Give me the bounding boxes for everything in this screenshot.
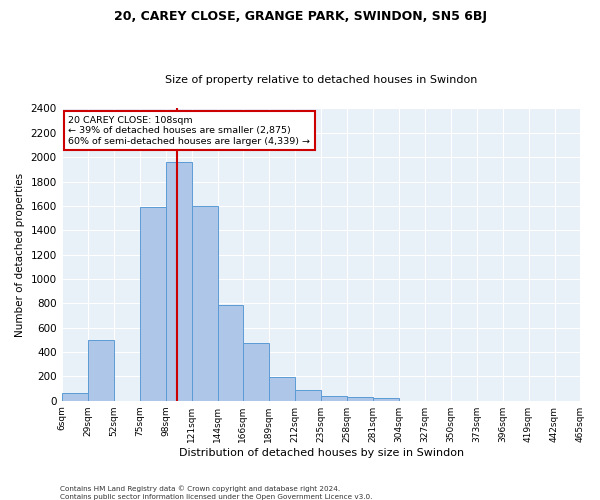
Bar: [62, 394, 88, 400]
Bar: [295, 390, 320, 400]
X-axis label: Distribution of detached houses by size in Swindon: Distribution of detached houses by size …: [179, 448, 464, 458]
Bar: [320, 396, 347, 400]
Bar: [88, 340, 113, 400]
Bar: [373, 398, 398, 400]
Text: 20 CAREY CLOSE: 108sqm
← 39% of detached houses are smaller (2,875)
60% of semi-: 20 CAREY CLOSE: 108sqm ← 39% of detached…: [68, 116, 310, 146]
Bar: [140, 207, 166, 400]
Bar: [269, 377, 295, 400]
Bar: [242, 344, 269, 400]
Bar: [166, 162, 191, 400]
Y-axis label: Number of detached properties: Number of detached properties: [15, 172, 25, 336]
Bar: [218, 304, 242, 400]
Bar: [191, 206, 218, 400]
Text: Contains HM Land Registry data © Crown copyright and database right 2024.: Contains HM Land Registry data © Crown c…: [60, 486, 340, 492]
Bar: [347, 397, 373, 400]
Text: 20, CAREY CLOSE, GRANGE PARK, SWINDON, SN5 6BJ: 20, CAREY CLOSE, GRANGE PARK, SWINDON, S…: [113, 10, 487, 23]
Text: Contains public sector information licensed under the Open Government Licence v3: Contains public sector information licen…: [60, 494, 373, 500]
Title: Size of property relative to detached houses in Swindon: Size of property relative to detached ho…: [165, 76, 477, 86]
